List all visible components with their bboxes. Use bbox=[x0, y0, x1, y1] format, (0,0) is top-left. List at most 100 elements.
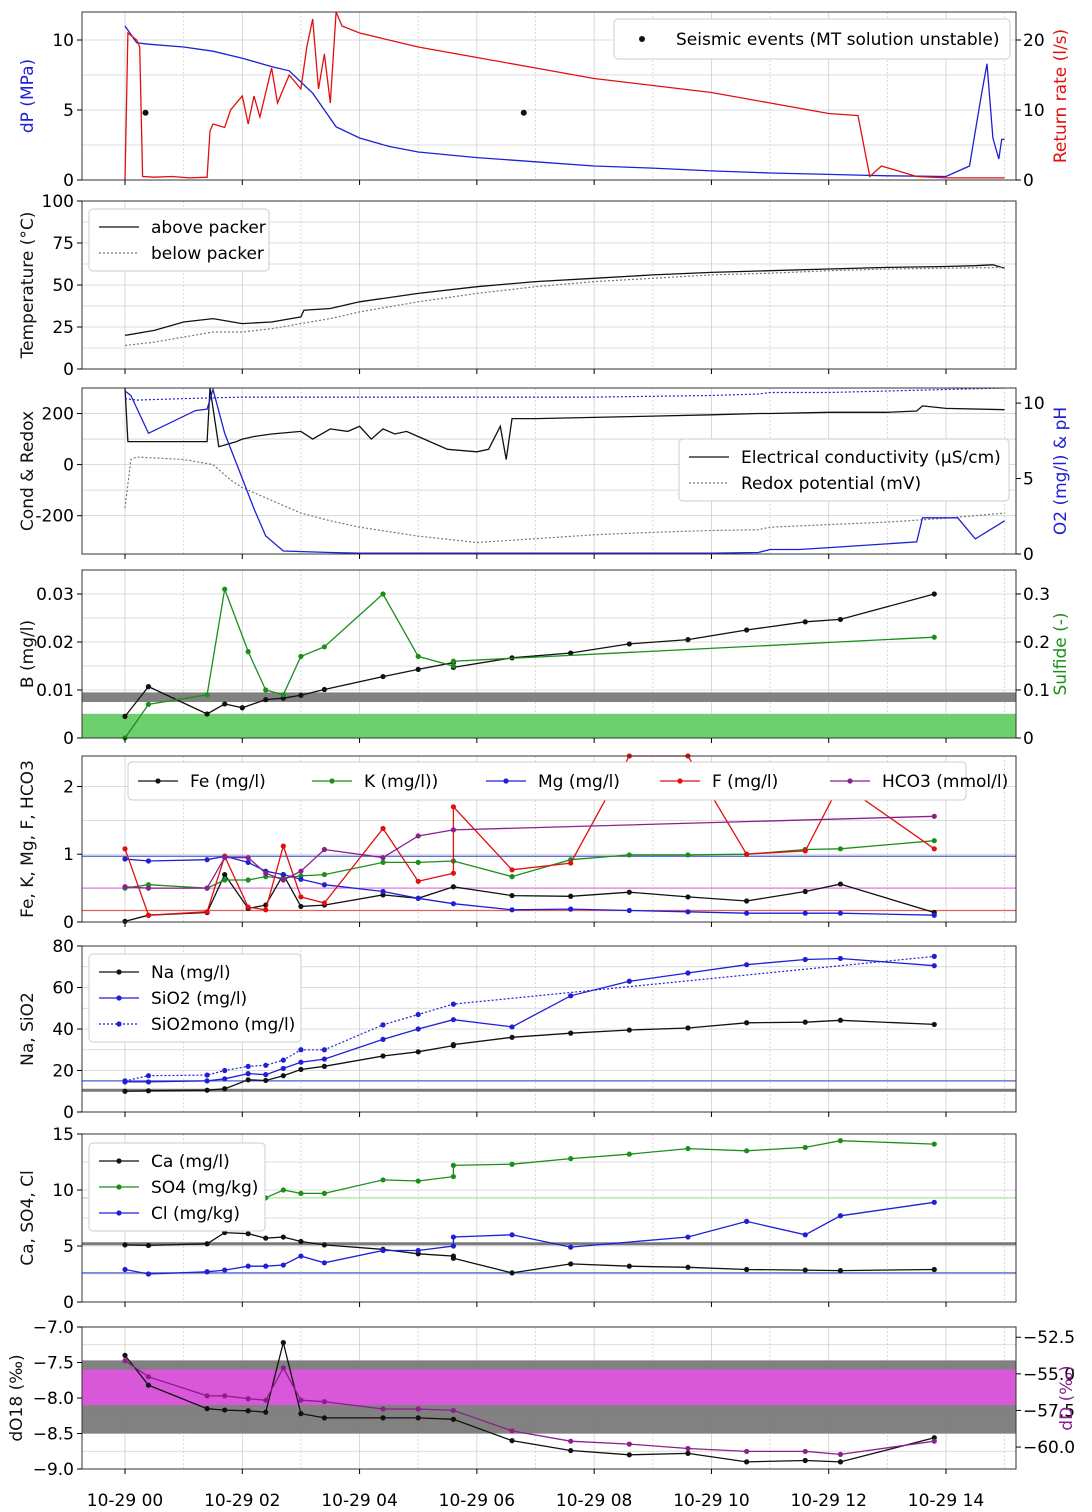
legend-panel-3: Electrical conductivity (µS/cm) Redox pot… bbox=[678, 438, 1010, 502]
data-point bbox=[204, 885, 210, 891]
plot-frame bbox=[81, 387, 1017, 555]
data-point bbox=[321, 846, 327, 853]
data-point bbox=[450, 1243, 456, 1249]
data-point bbox=[931, 846, 937, 852]
x-tick-label: 10-29 08 bbox=[556, 1491, 632, 1511]
data-point bbox=[626, 641, 632, 647]
data-point bbox=[450, 1234, 456, 1240]
data-point bbox=[380, 1177, 386, 1183]
data-point bbox=[380, 825, 386, 832]
series-line bbox=[124, 1201, 935, 1275]
data-point bbox=[450, 658, 456, 664]
legend-panel-1: Seismic events (MT solution unstable) bbox=[613, 18, 1011, 60]
data-point bbox=[380, 1053, 386, 1059]
y-axis-label: Ca, SO4, Cl bbox=[18, 1170, 38, 1265]
data-point bbox=[245, 877, 251, 883]
legend-label: Na (mg/l) bbox=[151, 963, 231, 983]
data-point bbox=[321, 1056, 327, 1062]
data-point bbox=[837, 616, 844, 623]
series-line bbox=[124, 815, 935, 889]
data-point bbox=[509, 1024, 515, 1030]
data-point bbox=[744, 1266, 750, 1273]
data-point bbox=[744, 910, 750, 916]
data-point bbox=[450, 884, 456, 890]
y-axis-label: dO18 (‰) bbox=[7, 1354, 27, 1441]
data-point bbox=[685, 1450, 691, 1456]
legend-marker bbox=[116, 969, 122, 975]
data-point bbox=[626, 1151, 632, 1157]
data-point bbox=[245, 1077, 251, 1083]
y-axis-label: Temperature (°C) bbox=[18, 212, 38, 360]
y-tick-label: 15 bbox=[52, 1125, 74, 1145]
legend-label: below packer bbox=[151, 244, 264, 264]
data-point bbox=[509, 867, 515, 873]
data-point bbox=[222, 871, 228, 878]
data-point bbox=[145, 1382, 152, 1388]
legend-label: HCO3 (mmol/l) bbox=[882, 772, 1008, 792]
data-point bbox=[122, 856, 128, 862]
data-point bbox=[509, 907, 515, 913]
y-tick-label: −8.5 bbox=[33, 1425, 74, 1445]
y-axis-label: Fe, K, Mg, F, HCO3 bbox=[18, 760, 38, 918]
legend-panel-6: Na (mg/l) SiO2 (mg/l) SiO2mono (mg/l) bbox=[88, 953, 302, 1043]
data-point bbox=[626, 1452, 632, 1458]
legend-label: Redox potential (mV) bbox=[741, 474, 921, 494]
data-point bbox=[802, 1457, 808, 1464]
data-point bbox=[931, 838, 937, 844]
data-point bbox=[802, 1019, 808, 1025]
y-tick-label: 80 bbox=[52, 937, 74, 957]
x-tick-label: 10-29 02 bbox=[204, 1491, 280, 1511]
plot-frame bbox=[81, 755, 1017, 923]
data-point bbox=[509, 874, 515, 880]
y-tick-label: 0 bbox=[63, 1103, 74, 1123]
x-tick-label: 10-29 04 bbox=[321, 1491, 397, 1511]
panel-4: 0 0.01 0.02 0.03 0 0.1 0.2 0.3 B (mg/l) Sulfide (… bbox=[18, 569, 1071, 749]
data-point bbox=[450, 1162, 456, 1168]
legend-label: Cl (mg/kg) bbox=[151, 1204, 240, 1224]
plot-frame bbox=[81, 569, 1017, 739]
data-point bbox=[626, 1441, 632, 1447]
legend-marker bbox=[677, 778, 683, 784]
data-point bbox=[263, 1072, 269, 1078]
data-point bbox=[837, 955, 844, 962]
y-tick-label: −9.0 bbox=[33, 1460, 74, 1480]
data-point bbox=[837, 1451, 844, 1457]
data-point bbox=[222, 1076, 228, 1082]
data-point bbox=[744, 898, 750, 904]
reference-band bbox=[82, 714, 1016, 738]
data-point bbox=[321, 1242, 327, 1248]
data-point bbox=[415, 1011, 421, 1018]
data-point bbox=[280, 1234, 286, 1240]
data-point bbox=[626, 889, 632, 895]
legend-marker bbox=[503, 778, 509, 784]
data-point bbox=[380, 591, 386, 597]
y2-tick-label: 0 bbox=[1023, 545, 1034, 565]
data-point bbox=[263, 1077, 269, 1084]
data-point bbox=[380, 1022, 386, 1028]
y-tick-label: 2 bbox=[63, 777, 74, 797]
series-line bbox=[124, 387, 1005, 401]
series-line bbox=[124, 1360, 935, 1456]
data-point bbox=[685, 1145, 691, 1152]
y-tick-label: 40 bbox=[52, 1020, 74, 1040]
legend-marker bbox=[116, 1158, 122, 1164]
data-point bbox=[802, 910, 808, 916]
y-tick-label: 75 bbox=[52, 234, 74, 254]
y-tick-label: 0 bbox=[63, 456, 74, 476]
y-axis-label: Cond & Redox bbox=[18, 411, 38, 531]
series-line bbox=[124, 840, 935, 889]
legend-box bbox=[678, 438, 1010, 502]
data-point bbox=[122, 1352, 128, 1358]
data-point bbox=[122, 1078, 128, 1084]
y-tick-label: 0 bbox=[63, 1293, 74, 1313]
legend-marker bbox=[116, 1021, 122, 1027]
data-point bbox=[298, 868, 304, 874]
data-point bbox=[263, 1062, 269, 1068]
data-point bbox=[222, 1067, 228, 1074]
reference-band bbox=[82, 692, 1016, 702]
legend-marker bbox=[116, 995, 122, 1001]
data-point bbox=[931, 813, 937, 819]
data-point bbox=[321, 1399, 327, 1405]
legend-label: Fe (mg/l) bbox=[190, 772, 266, 792]
data-point bbox=[931, 634, 937, 640]
